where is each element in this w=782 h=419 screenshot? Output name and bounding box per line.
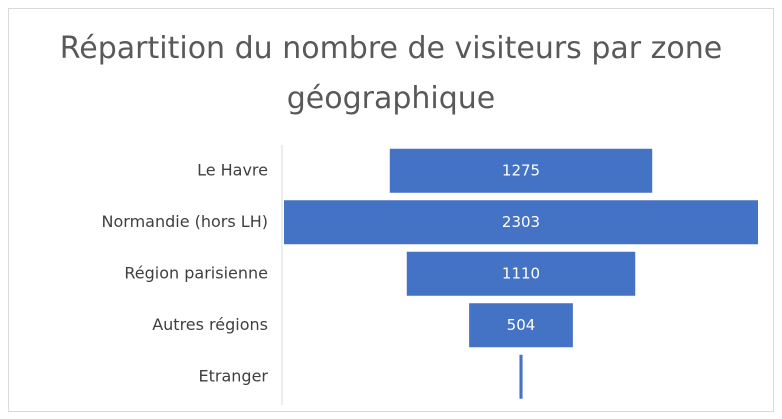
chart-title: Répartition du nombre de visiteurs par z…	[59, 31, 723, 116]
value-label: 504	[507, 316, 536, 334]
value-label: 2303	[502, 213, 540, 231]
value-label: 1275	[502, 161, 540, 179]
value-label: 1110	[502, 264, 540, 282]
category-label: Normandie (hors LH)	[102, 212, 268, 231]
funnel-bar	[406, 251, 636, 296]
funnel-bar	[519, 354, 523, 399]
category-label: Le Havre	[197, 160, 268, 179]
category-label: Autres régions	[152, 315, 268, 334]
funnel-bar	[389, 148, 653, 193]
category-label: Région parisienne	[124, 263, 268, 282]
funnel-bar	[469, 303, 573, 348]
funnel-bar	[284, 200, 758, 245]
category-label: Etranger	[199, 366, 269, 385]
